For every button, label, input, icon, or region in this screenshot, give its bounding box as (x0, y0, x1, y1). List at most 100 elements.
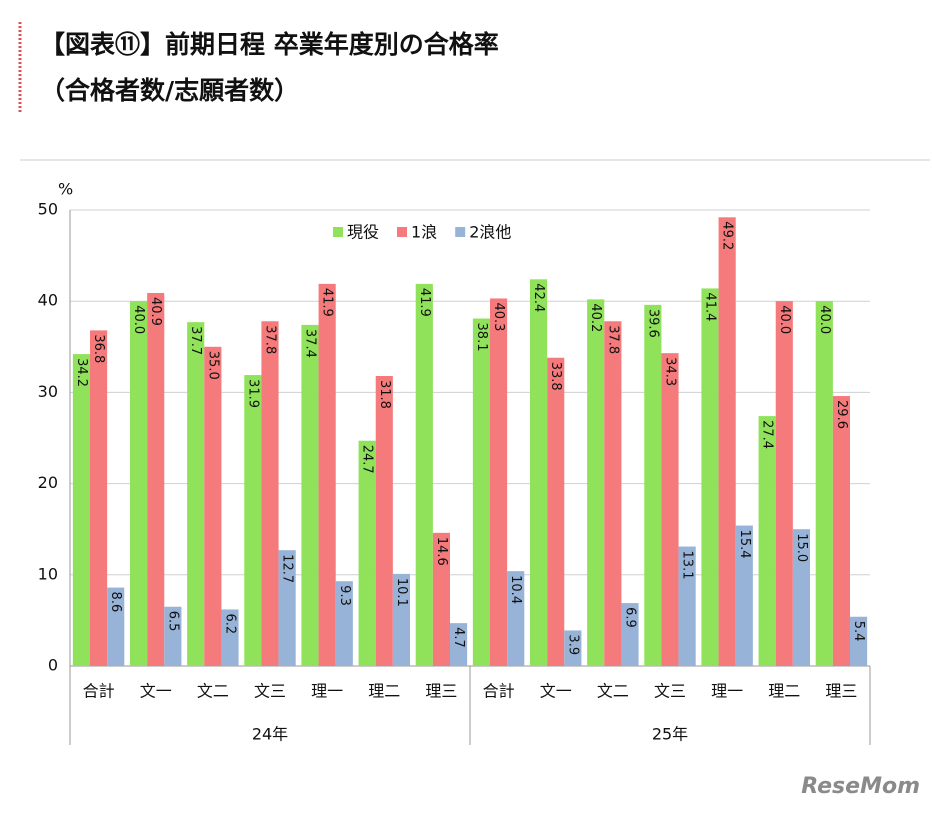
x-tick-label: 文三 (254, 682, 286, 701)
value-label: 6.2 (223, 613, 238, 634)
x-tick-label: 文一 (140, 682, 172, 701)
bar (147, 292, 165, 666)
bar (490, 298, 508, 666)
bar (318, 283, 336, 666)
x-tick-label: 理三 (425, 682, 457, 701)
y-tick-label: 20 (38, 473, 58, 492)
legend-swatch (333, 227, 343, 237)
group-label: 25年 (652, 725, 688, 744)
value-label: 41.9 (417, 288, 432, 317)
bar (530, 279, 548, 666)
bar (358, 440, 376, 666)
bar (301, 324, 319, 666)
y-unit: % (58, 180, 73, 199)
bar (221, 609, 239, 666)
bar (735, 525, 753, 666)
bar (375, 375, 393, 666)
value-label: 15.0 (794, 533, 809, 562)
bar (564, 630, 582, 666)
value-label: 34.3 (663, 357, 678, 386)
value-label: 31.8 (377, 380, 392, 409)
value-label: 41.9 (320, 288, 335, 317)
value-label: 12.7 (280, 554, 295, 583)
value-label: 6.9 (623, 607, 638, 628)
y-tick-label: 30 (38, 382, 58, 401)
bar (775, 301, 793, 666)
chart-title: （合格者数/志願者数） (40, 76, 299, 105)
bar (621, 603, 639, 666)
x-tick-label: 理二 (768, 682, 800, 701)
value-label: 14.6 (434, 537, 449, 566)
x-tick-label: 理一 (711, 682, 743, 701)
value-label: 33.8 (548, 362, 563, 391)
value-label: 5.4 (851, 621, 866, 642)
value-label: 3.9 (565, 634, 580, 655)
value-label: 37.8 (263, 325, 278, 354)
y-tick-label: 40 (38, 291, 58, 310)
bar (850, 616, 868, 666)
bar (164, 606, 182, 666)
value-label: 31.9 (245, 379, 260, 408)
bar (701, 288, 719, 666)
y-tick-label: 50 (38, 200, 58, 219)
bar (335, 581, 353, 666)
value-label: 27.4 (760, 420, 775, 449)
value-label: 9.3 (337, 585, 352, 606)
bar (392, 573, 410, 666)
bar (547, 357, 565, 666)
bar (244, 375, 262, 666)
value-label: 40.0 (131, 305, 146, 334)
group-label: 24年 (252, 725, 288, 744)
value-label: 34.2 (74, 358, 89, 387)
value-label: 36.8 (91, 334, 106, 363)
value-label: 15.4 (737, 530, 752, 559)
value-label: 39.6 (645, 309, 660, 338)
bar (278, 550, 296, 666)
bar (130, 301, 148, 666)
value-label: 37.8 (605, 325, 620, 354)
legend-swatch (455, 227, 466, 237)
y-tick-label: 10 (38, 564, 58, 583)
bar (678, 546, 696, 666)
bar (432, 532, 450, 666)
x-tick-label: 文二 (597, 682, 629, 701)
bar (204, 346, 222, 666)
bar (661, 353, 679, 666)
value-label: 37.4 (303, 329, 318, 358)
value-label: 40.9 (148, 297, 163, 326)
value-label: 10.4 (508, 575, 523, 604)
value-label: 40.2 (588, 303, 603, 332)
legend-label: 1浪 (411, 223, 437, 242)
value-label: 13.1 (680, 551, 695, 580)
bar (507, 571, 525, 666)
bar (792, 529, 810, 666)
value-label: 40.3 (491, 302, 506, 331)
value-label: 8.6 (108, 592, 123, 613)
bar (718, 217, 736, 666)
bar (604, 321, 622, 666)
value-label: 24.7 (360, 445, 375, 474)
value-label: 40.0 (777, 305, 792, 334)
legend-swatch (397, 227, 408, 237)
legend-label: 2浪他 (469, 223, 511, 242)
x-tick-label: 合計 (483, 682, 515, 701)
watermark: ReseMom (801, 774, 920, 799)
chart-title: 【図表⑪】前期日程 卒業年度別の合格率 (40, 30, 499, 59)
value-label: 38.1 (474, 323, 489, 352)
x-tick-label: 文三 (654, 682, 686, 701)
bar (450, 623, 468, 666)
x-tick-label: 文二 (197, 682, 229, 701)
bar (90, 330, 108, 666)
bar (587, 299, 605, 666)
x-tick-label: 理一 (311, 682, 343, 701)
bar (472, 318, 490, 666)
bar (415, 283, 433, 666)
y-tick-label: 0 (48, 656, 58, 675)
bar (72, 354, 90, 666)
bar (187, 322, 205, 666)
value-label: 40.0 (817, 305, 832, 334)
value-label: 4.7 (451, 627, 466, 648)
value-label: 37.7 (188, 326, 203, 355)
x-tick-label: 理三 (825, 682, 857, 701)
